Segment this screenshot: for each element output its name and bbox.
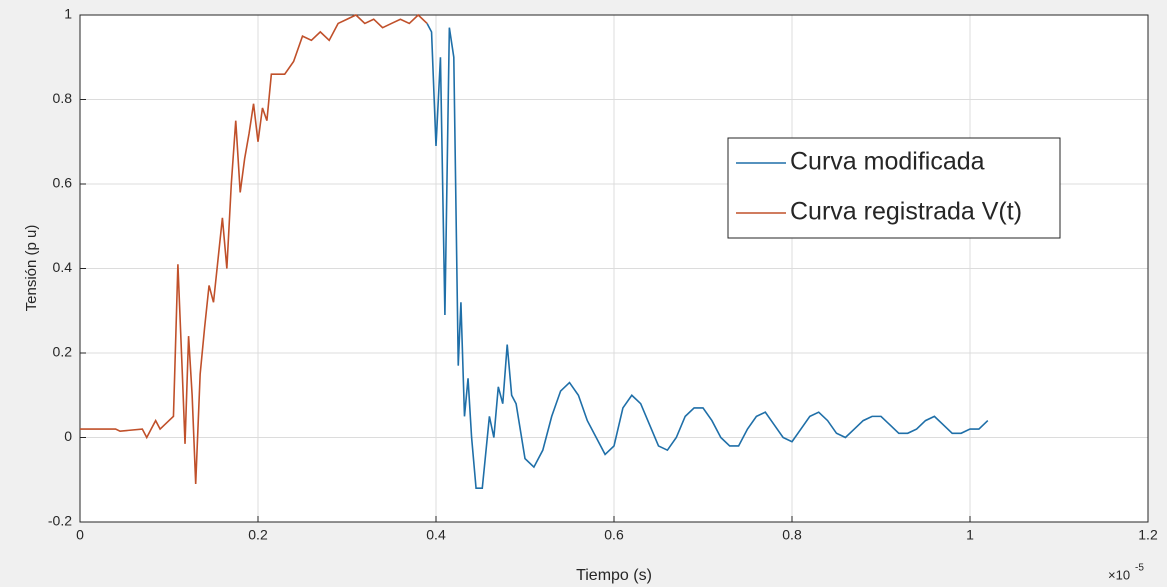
y-tick-label: 0.2 (53, 344, 73, 360)
legend-label: Curva registrada V(t) (790, 198, 1022, 226)
x-exponent-power: -5 (1135, 563, 1144, 574)
x-tick-label: 0.8 (782, 527, 802, 543)
x-tick-label: 0.2 (248, 527, 268, 543)
series-line (426, 23, 989, 489)
legend-label: Curva modificada (790, 148, 985, 176)
y-tick-label: -0.2 (48, 513, 72, 529)
y-tick-label: 0 (64, 428, 72, 444)
y-tick-label: 0.4 (53, 259, 73, 275)
series-line (80, 13, 428, 485)
x-axis-label: Tiempo (s) (576, 567, 652, 584)
y-tick-label: 0.8 (53, 90, 73, 106)
x-tick-label: 1.2 (1138, 527, 1158, 543)
x-tick-label: 0.4 (426, 527, 446, 543)
x-tick-label: 0.6 (604, 527, 624, 543)
y-tick-label: 1 (64, 6, 72, 22)
axes-frame (79, 14, 1149, 523)
x-tick-label: 1 (966, 527, 974, 543)
y-axis-label: Tensión (p u) (23, 225, 40, 312)
y-tick-label: 0.6 (53, 175, 73, 191)
x-exponent-base: ×10 (1108, 567, 1130, 582)
legend-box (727, 137, 1061, 239)
x-tick-label: 0 (76, 527, 84, 543)
